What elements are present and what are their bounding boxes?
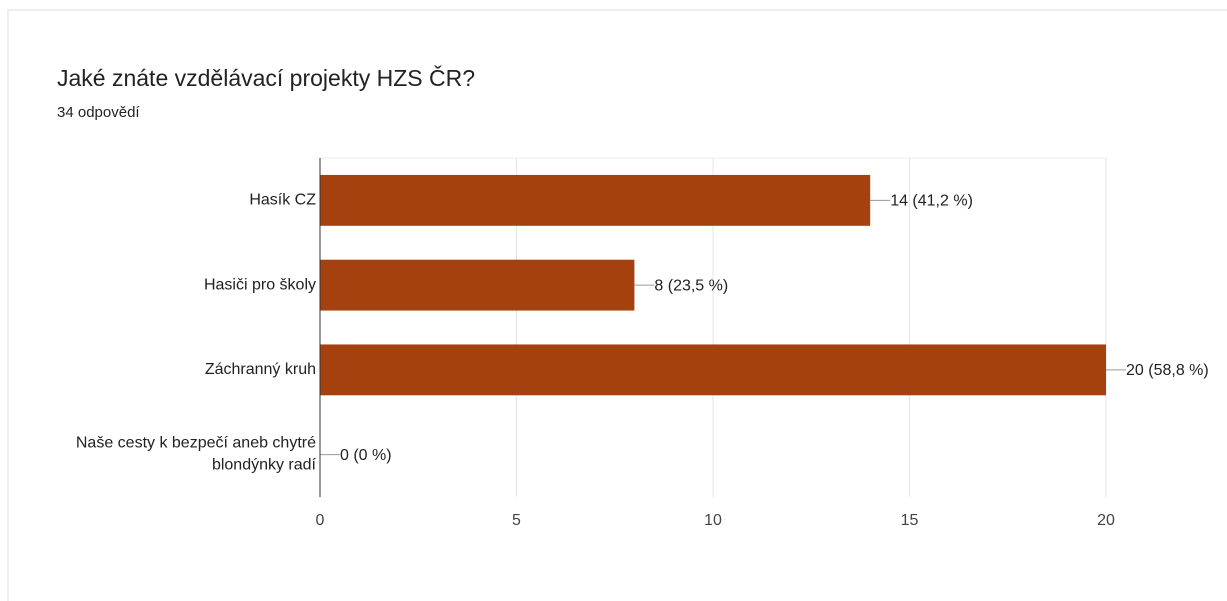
bar xyxy=(320,174,871,226)
label-line: Naše cesty k bezpečí aneb chytré xyxy=(76,435,316,452)
x-tick-label: 10 xyxy=(704,512,722,529)
bar xyxy=(320,344,1106,396)
x-tick-label: 0 xyxy=(316,512,325,529)
bar xyxy=(320,259,635,311)
label-line: blondýnky radí xyxy=(212,457,317,474)
x-tick-label: 20 xyxy=(1097,512,1115,529)
chart-title: Jaké znáte vzdělávací projekty HZS ČR? xyxy=(57,64,475,91)
x-tick-label: 5 xyxy=(512,512,521,529)
y-tick-label: Hasiči pro školy xyxy=(204,276,316,293)
x-tick-label: 15 xyxy=(901,512,919,529)
y-tick-label: Záchranný kruh xyxy=(205,361,316,378)
value-label: 20 (58,8 %) xyxy=(1126,362,1209,379)
chart-subtitle: 34 odpovědí xyxy=(57,104,140,121)
value-label: 8 (23,5 %) xyxy=(654,277,728,294)
y-tick-label: Hasík CZ xyxy=(249,192,316,209)
value-label: 0 (0 %) xyxy=(340,447,392,464)
y-tick-label: Naše cesty k bezpečí aneb chytré blondýnk… xyxy=(76,435,317,474)
value-label: 14 (41,2 %) xyxy=(890,193,973,210)
